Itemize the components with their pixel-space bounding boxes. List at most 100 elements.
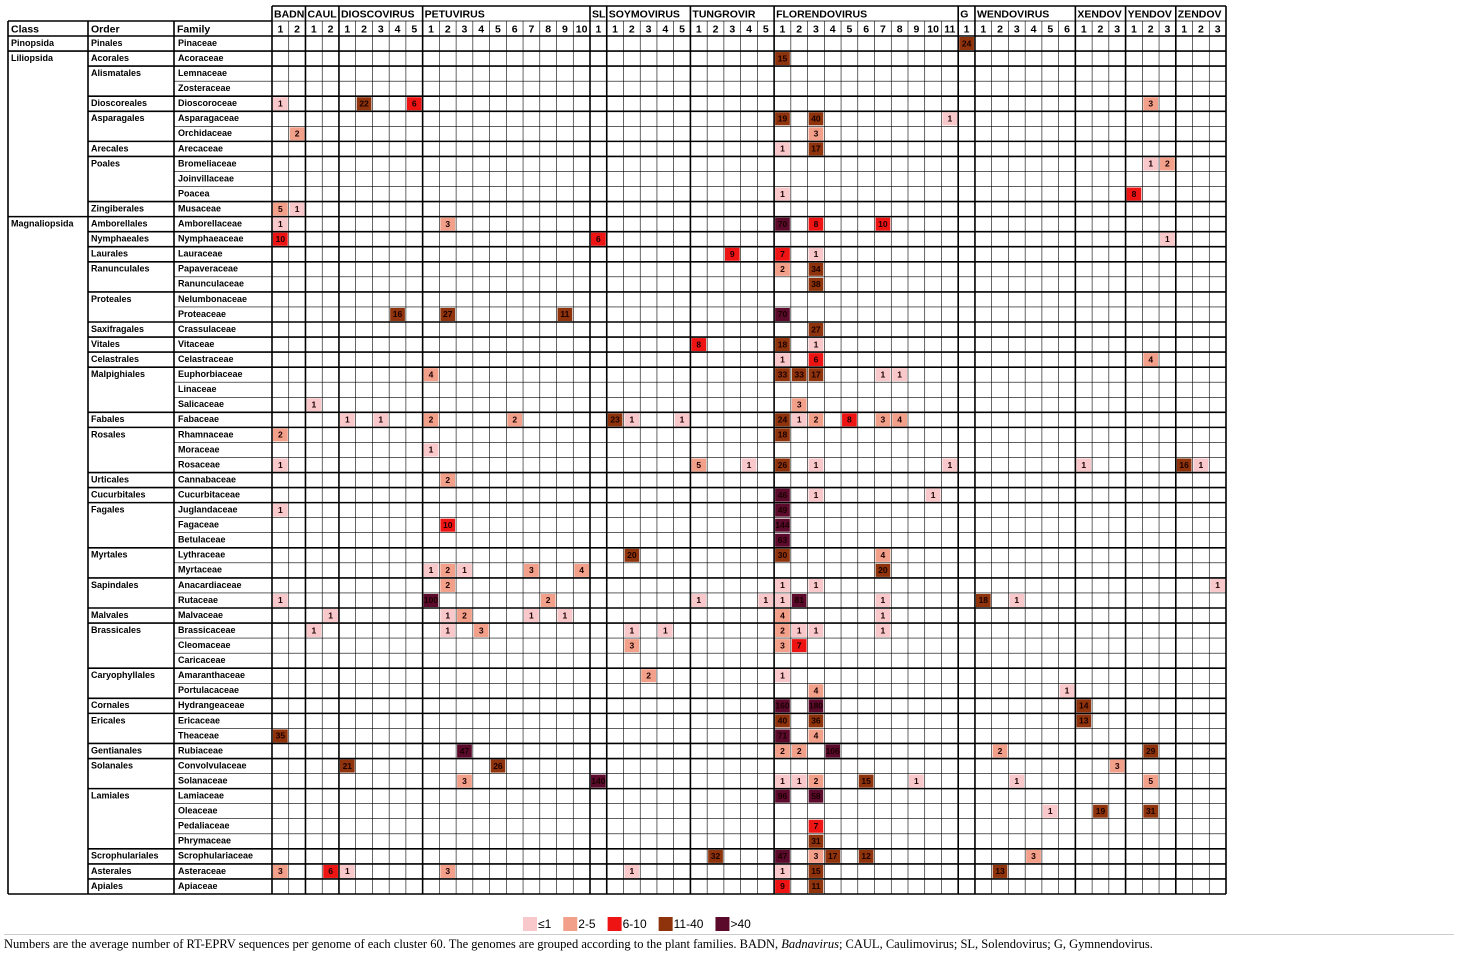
- cell-value: 6: [412, 98, 417, 108]
- order-label: Celastrales: [91, 354, 139, 364]
- cell-value: 17: [811, 144, 821, 154]
- cell: [775, 699, 790, 713]
- cell: [775, 729, 790, 743]
- cell-value: 21: [343, 761, 353, 771]
- family-label: Asparagaceae: [178, 113, 239, 123]
- group-header: XENDOV: [1077, 8, 1121, 20]
- note-text: Numbers are the average number of RT-EPR…: [4, 937, 782, 951]
- cell-value: 3: [1115, 761, 1120, 771]
- cell-value: 2: [814, 415, 819, 425]
- group-header: ZENDOV: [1178, 8, 1222, 20]
- cell-value: 2: [814, 776, 819, 786]
- cell-value: 22: [359, 98, 369, 108]
- cell-value: 4: [780, 610, 785, 620]
- cluster-header: 2: [713, 23, 719, 35]
- cell: [624, 639, 640, 653]
- cell: [574, 563, 589, 577]
- cluster-header: 3: [646, 23, 652, 35]
- cell-value: 3: [780, 640, 785, 650]
- cell: [741, 458, 757, 472]
- cell-value: 1: [814, 580, 819, 590]
- cell-value: 1: [529, 610, 534, 620]
- cluster-header: 2: [1148, 23, 1154, 35]
- cell: [306, 624, 322, 638]
- cell-value: 1: [278, 595, 283, 605]
- family-label: Lythraceae: [178, 550, 225, 560]
- order-label: Acorales: [91, 53, 129, 63]
- cell: [557, 609, 573, 623]
- cluster-header: 1: [964, 23, 970, 35]
- cell: [273, 202, 288, 216]
- cell: [1143, 157, 1159, 171]
- cell-value: 1: [1199, 460, 1204, 470]
- family-label: Pinaceae: [178, 38, 217, 48]
- cell: [373, 413, 389, 427]
- cell-value: 1: [914, 776, 919, 786]
- cell: [440, 307, 456, 321]
- cluster-header: 6: [1064, 23, 1070, 35]
- cell: [289, 202, 305, 216]
- cluster-header: 9: [562, 23, 568, 35]
- cell: [775, 624, 790, 638]
- cell-value: 96: [778, 791, 788, 801]
- cell-value: 1: [378, 415, 383, 425]
- cell-value: 2: [780, 625, 785, 635]
- family-label: Lamiaceae: [178, 791, 224, 801]
- family-label: Hydrangeaceae: [178, 700, 245, 710]
- cell: [323, 864, 338, 878]
- cell: [624, 548, 640, 562]
- cluster-header: 3: [1215, 23, 1221, 35]
- cell-value: 23: [610, 415, 620, 425]
- cell: [339, 864, 355, 878]
- class-label: Pinopsida: [11, 38, 55, 48]
- cell-value: 4: [1148, 354, 1153, 364]
- cell: [306, 398, 322, 412]
- family-label: Salicaceae: [178, 399, 224, 409]
- order-label: Poales: [91, 158, 120, 168]
- cell: [524, 563, 539, 577]
- cell-value: 71: [778, 731, 788, 741]
- cell-value: 33: [794, 369, 804, 379]
- cell: [808, 277, 824, 291]
- cell-value: 8: [814, 219, 819, 229]
- family-label: Solanaceae: [178, 775, 228, 785]
- cell-value: 10: [878, 219, 888, 229]
- cell: [1076, 458, 1092, 472]
- cluster-header: 1: [980, 23, 986, 35]
- cluster-header: 1: [1131, 23, 1137, 35]
- cell: [758, 593, 774, 607]
- cluster-header: 1: [344, 23, 350, 35]
- family-label: Acoraceae: [178, 53, 224, 63]
- cell: [775, 789, 790, 803]
- cell: [691, 338, 707, 352]
- cell-value: 5: [278, 204, 283, 214]
- legend-swatch: [523, 917, 537, 931]
- order-label: Vitales: [91, 339, 120, 349]
- cell: [808, 578, 824, 592]
- cell-value: 1: [780, 189, 785, 199]
- cluster-header: 1: [780, 23, 786, 35]
- cell-value: 2: [429, 415, 434, 425]
- cluster-header: 5: [1047, 23, 1053, 35]
- legend-swatch: [563, 917, 578, 931]
- cluster-header: 11: [944, 23, 955, 35]
- cluster-header: 4: [1031, 23, 1037, 35]
- cell: [775, 307, 790, 321]
- family-label: Caricaceae: [178, 655, 226, 665]
- footnote: Numbers are the average number of RT-EPR…: [4, 934, 1454, 952]
- order-label: Ericales: [91, 715, 126, 725]
- cell-value: 3: [462, 776, 467, 786]
- order-label: Solanales: [91, 760, 133, 770]
- cell-value: 2: [445, 475, 450, 485]
- cell: [808, 323, 824, 337]
- legend-label: 11-40: [674, 917, 704, 931]
- cell-value: 1: [1065, 686, 1070, 696]
- cell: [808, 774, 824, 788]
- cluster-header: 1: [277, 23, 283, 35]
- cell: [975, 593, 991, 607]
- cell-value: 1: [780, 580, 785, 590]
- note-text: Badnavirus: [781, 937, 839, 951]
- cell: [775, 368, 790, 382]
- cell-value: 40: [778, 716, 788, 726]
